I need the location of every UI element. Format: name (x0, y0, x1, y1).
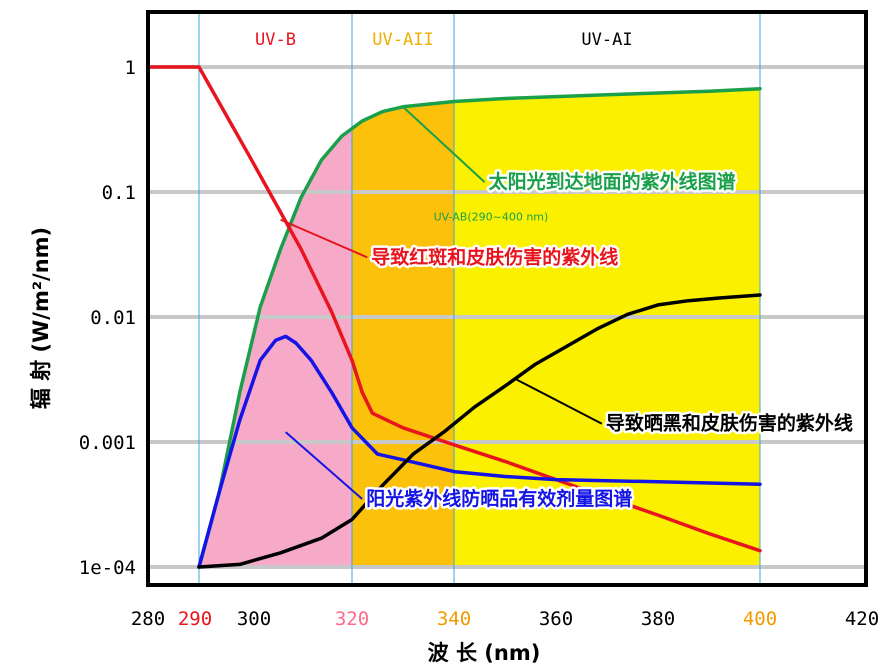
x-tick-label-6: 380 (641, 608, 675, 630)
callout-label-1: 导致红斑和皮肤伤害的紫外线 (371, 245, 618, 268)
plot-frame: UV-B UV-AII UV-AI (146, 10, 868, 587)
grid-lines (148, 12, 866, 585)
y-tick-label-2: 0.01 (90, 307, 136, 329)
callout-leader-1 (280, 218, 368, 259)
series-line-0 (197, 86, 762, 569)
band-label-0: UV-B (255, 30, 296, 50)
plot-border (146, 10, 868, 587)
y-axis-title: 辐 射 (W/m²/nm) (29, 227, 53, 409)
uv-ab-annotation: UV-AB(290~400 nm) (434, 210, 549, 223)
band-fill-uv-aii (352, 101, 454, 567)
x-axis-title: 波 长 (nm) (428, 641, 541, 665)
callout-leader-3 (285, 431, 363, 500)
x-tick-label-5: 360 (539, 608, 573, 630)
band-label-1: UV-AII (372, 30, 433, 50)
series-line-2 (197, 334, 762, 569)
y-tick-label-3: 0.001 (79, 432, 136, 454)
y-tick-label-0: 1 (125, 57, 136, 79)
callout-label-3: 阳光紫外线防晒品有效剂量图谱 (366, 487, 632, 510)
y-tick-label-1: 0.1 (102, 182, 136, 204)
y-tick-label-4: 1e-04 (79, 557, 136, 579)
x-tick-label-8: 420 (845, 608, 879, 630)
x-tick-label-3: 320 (335, 608, 369, 630)
series-line-3 (197, 293, 762, 569)
x-tick-label-2: 300 (237, 608, 271, 630)
x-tick-label-7: 400 (743, 608, 777, 630)
callout-label-2: 导致晒黑和皮肤伤害的紫外线 (606, 412, 853, 435)
callouts: 太阳光到达地面的紫外线图谱导致红斑和皮肤伤害的紫外线导致晒黑和皮肤伤害的紫外线阳… (280, 106, 855, 512)
series-lines (146, 65, 762, 569)
x-tick-label-0: 280 (131, 608, 165, 630)
band-fill-uv-b (199, 128, 352, 567)
x-tick-label-4: 340 (437, 608, 471, 630)
x-tick-label-1: 290 (178, 608, 212, 630)
tick-labels: 1 0.1 0.01 0.001 1e-04 280 290 300 320 340 360 380 4… (79, 57, 879, 630)
callout-leader-0 (402, 106, 486, 183)
callout-label-0: 太阳光到达地面的紫外线图谱 (489, 170, 736, 193)
series-line-1 (146, 65, 762, 553)
band-fill-uv-ai (454, 88, 760, 567)
callout-leader-2 (514, 377, 603, 425)
band-label-2: UV-AI (581, 30, 632, 50)
